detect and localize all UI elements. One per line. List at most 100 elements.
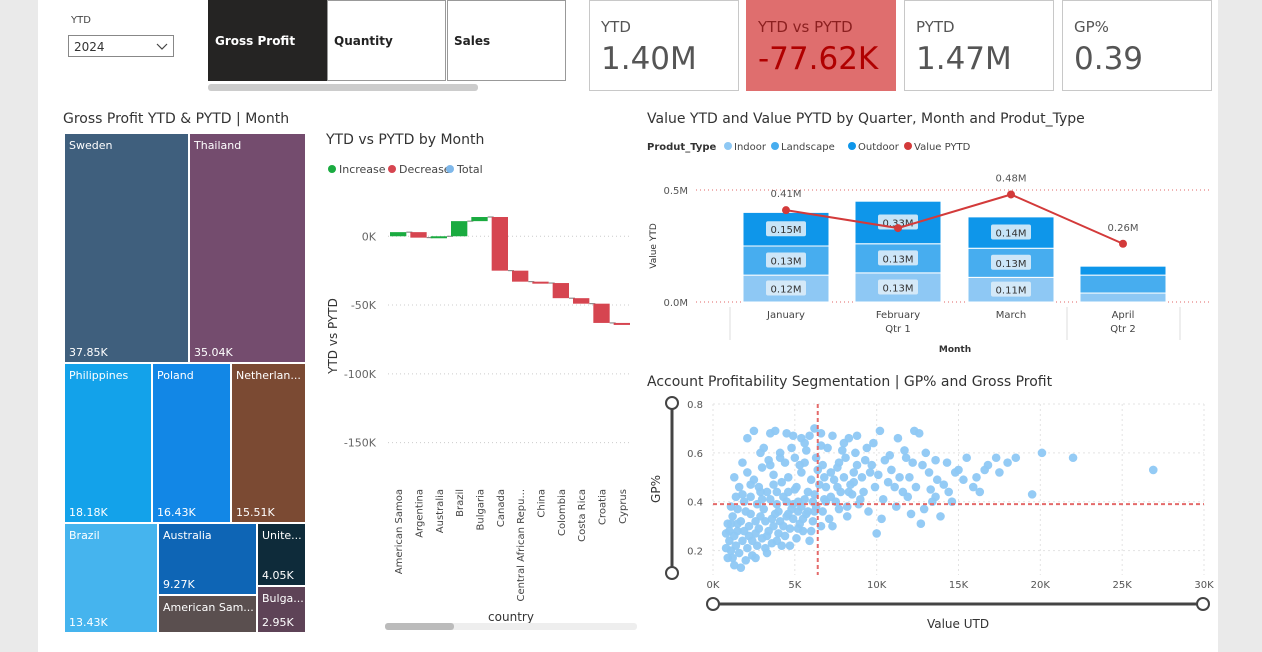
treemap-tile-name: Brazil — [69, 529, 100, 542]
treemap-tile[interactable]: Sweden 37.85K — [64, 133, 189, 363]
scatter-point — [762, 548, 772, 558]
scatter-point — [757, 463, 767, 472]
data-label: 0.13M — [883, 283, 914, 294]
treemap-tile-value: 15.51K — [236, 506, 275, 519]
scatter-point — [733, 519, 742, 528]
sales-button[interactable]: Sales — [447, 0, 566, 81]
data-label: 0.13M — [996, 259, 1027, 270]
x-tick-label: China — [537, 489, 548, 518]
treemap-tile[interactable]: Poland 16.43K — [152, 363, 231, 523]
data-label-bg — [991, 281, 1031, 297]
scatter-point — [733, 504, 742, 514]
scatter-point — [743, 543, 752, 553]
scatter-point — [767, 514, 777, 524]
scatter-point — [931, 455, 940, 465]
waterfall-bar — [532, 281, 549, 284]
data-label-bg — [766, 221, 806, 237]
x-tick-label: 15K — [949, 580, 969, 591]
scatter-point — [769, 470, 778, 480]
scatter-point — [792, 534, 801, 543]
kpi-value: 0.39 — [1074, 41, 1144, 77]
x-tick-label: Colombia — [557, 489, 568, 536]
quantity-button[interactable]: Quantity — [327, 0, 446, 81]
scatter-point — [903, 492, 913, 502]
waterfall-bar — [593, 303, 610, 323]
scatter-point — [865, 468, 875, 477]
kpi-card-pytd: PYTD 1.47M — [904, 0, 1054, 91]
scatter-point — [746, 480, 755, 489]
scatter-point — [803, 487, 813, 497]
x-axis-label: country — [488, 610, 534, 624]
scatter-point — [916, 519, 926, 528]
scatter-point — [864, 507, 873, 516]
scatter-point — [995, 468, 1004, 477]
scatter-point — [918, 460, 927, 470]
legend-dot — [328, 165, 336, 173]
scatter-point — [857, 472, 867, 482]
scatter-point — [726, 519, 736, 528]
year-slicer-label: YTD — [71, 15, 91, 26]
legend-dot — [771, 142, 779, 150]
treemap-tile[interactable]: Bulga... 2.95K — [257, 586, 306, 633]
treemap-tile[interactable]: Philippines 18.18K — [64, 363, 152, 523]
legend-label: Increase — [339, 163, 386, 176]
scatter-point — [741, 507, 751, 516]
data-label: 0.33M — [883, 218, 914, 229]
scatter-point — [867, 460, 877, 470]
y-tick-label: 0.4 — [687, 498, 703, 509]
y-zoom-handle — [665, 396, 679, 410]
x-tick-label: Argentina — [415, 489, 426, 538]
kpi-value: 1.47M — [916, 41, 1012, 77]
scatter-point — [885, 451, 895, 460]
scatter-point — [816, 429, 826, 438]
year-dropdown[interactable]: 2024 — [68, 35, 174, 57]
data-label-bg — [991, 224, 1031, 240]
legend-dot — [388, 165, 396, 173]
gross-profit-button[interactable]: Gross Profit — [208, 0, 327, 81]
scrollbar-thumb — [385, 623, 454, 630]
scatter-point — [734, 482, 744, 492]
scatter-point — [942, 458, 952, 467]
stacked-bar-segment — [967, 247, 1055, 278]
buttons-scrollbar[interactable] — [208, 84, 478, 91]
x-tick-label: Bulgaria — [476, 489, 487, 530]
y-tick-label: 0.8 — [687, 400, 703, 411]
sales-button-label: Sales — [454, 34, 491, 48]
scatter-point — [834, 458, 844, 467]
line-data-label: 0.41M — [771, 189, 802, 200]
line-data-label: 0.26M — [1108, 223, 1139, 234]
treemap-tile[interactable]: American Sam... — [158, 595, 257, 633]
kpi-title: PYTD — [916, 18, 955, 36]
legend-dot — [848, 142, 856, 150]
scatter-point — [856, 494, 865, 504]
quarter-label: Qtr 1 — [885, 324, 910, 335]
stacked-bar-segment — [742, 211, 830, 247]
scatter-point — [924, 468, 934, 477]
treemap-tile[interactable]: Unite... 4.05K — [257, 523, 306, 586]
treemap-tile[interactable]: Netherlan... 15.51K — [231, 363, 306, 523]
scatter-point — [756, 448, 765, 458]
scatter-point — [756, 487, 765, 497]
treemap-tile-name: Netherlan... — [236, 369, 301, 382]
scatter-point — [906, 509, 916, 519]
scatter-point — [785, 541, 795, 550]
scatter-point — [1003, 458, 1012, 467]
y-tick-label: 0K — [362, 230, 377, 243]
waterfall-bar — [552, 283, 569, 299]
kpi-value: 1.40M — [601, 41, 697, 77]
waterfall-bar — [512, 270, 529, 282]
line-data-label: 0.48M — [996, 173, 1027, 184]
y-axis-label: GP% — [649, 475, 663, 503]
stacked-bar-segment — [1079, 265, 1167, 276]
waterfall-bar — [573, 298, 590, 304]
x-tick-label: 0K — [707, 580, 720, 591]
kpi-card-ytd: YTD 1.40M — [589, 0, 739, 91]
treemap-tile[interactable]: Australia 9.27K — [158, 523, 257, 595]
treemap-tile[interactable]: Brazil 13.43K — [64, 523, 158, 633]
legend-label: Landscape — [781, 142, 835, 153]
scatter-point — [991, 453, 1001, 463]
scatter-point — [936, 512, 945, 521]
treemap-tile[interactable]: Thailand 35.04K — [189, 133, 306, 363]
scatter-point — [842, 512, 852, 521]
scatter-point — [762, 487, 772, 497]
